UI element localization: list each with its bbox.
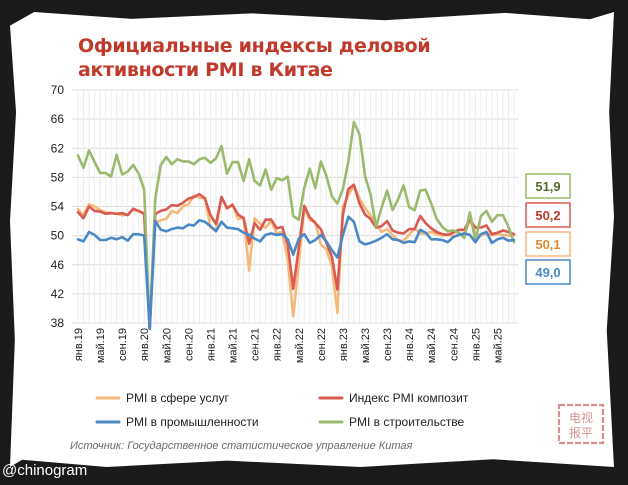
x-tick-label: янв.23 <box>338 328 350 361</box>
x-tick-label: янв.19 <box>73 328 85 361</box>
chart-title-line-1: Официальные индексы деловой <box>78 35 431 57</box>
x-tick-label: янв.20 <box>139 328 151 361</box>
legend-item: PMI в строительстве <box>318 415 465 429</box>
end-value-label: 50,2 <box>525 202 571 228</box>
y-tick-label: 38 <box>51 316 65 330</box>
x-tick-label: янв.21 <box>205 328 217 361</box>
y-tick-label: 66 <box>51 112 65 126</box>
x-tick-label: май.22 <box>294 328 306 363</box>
x-tick-label: май.24 <box>426 328 438 363</box>
x-tick-label: сен.24 <box>448 328 460 361</box>
end-value-label: 50,1 <box>525 231 571 257</box>
svg-text:电视: 电视 <box>569 410 593 425</box>
x-tick-label: янв.25 <box>470 328 482 361</box>
stamp-seal-icon: 电视 报平 <box>557 403 605 445</box>
end-value-label-text: 49,0 <box>535 265 560 280</box>
y-tick-label: 50 <box>51 229 65 243</box>
end-value-label: 49,0 <box>525 259 571 285</box>
y-tick-label: 42 <box>51 287 65 301</box>
chart-title-line-2: активности PMI в Китае <box>78 59 333 81</box>
y-tick-label: 70 <box>51 83 65 97</box>
end-value-label-box <box>525 173 571 199</box>
channel-handle: @chinogram <box>2 462 88 479</box>
x-tick-label: сен.19 <box>117 328 129 361</box>
end-value-labels: 51,9 50,2 50,1 49,0 <box>525 173 571 285</box>
x-tick-label: янв.24 <box>404 328 416 361</box>
end-value-label-text: 51,9 <box>535 179 560 194</box>
series-lines <box>76 120 516 331</box>
legend: PMI в сфере услуг Индекс PMI композит PMI … <box>95 391 469 429</box>
legend-label: PMI в сфере услуг <box>126 391 229 405</box>
x-tick-label: май.20 <box>161 328 173 363</box>
legend-label: PMI в промышленности <box>126 415 259 429</box>
x-tick-label: май.23 <box>360 328 372 363</box>
end-value-label-box <box>525 259 571 285</box>
legend-item: Индекс PMI композит <box>318 391 469 405</box>
end-value-label-box <box>525 231 571 257</box>
end-value-label-text: 50,1 <box>535 237 560 252</box>
legend-item: PMI в сфере услуг <box>95 391 229 405</box>
source-note: Источник: Государственное статистическое… <box>70 440 413 452</box>
x-tick-label: сен.22 <box>316 328 328 361</box>
chart-title: Официальные индексы деловой активности P… <box>78 34 431 82</box>
y-tick-label: 46 <box>51 258 65 272</box>
legend-label: Индекс PMI композит <box>349 391 469 405</box>
end-value-label-box <box>525 202 571 228</box>
x-tick-label: май.25 <box>492 328 504 363</box>
x-tick-label: сен.23 <box>382 328 394 361</box>
x-tick-label: май.19 <box>95 328 107 363</box>
series-line-2 <box>76 215 516 331</box>
x-tick-label: янв.22 <box>272 328 284 361</box>
x-tick-label: сен.21 <box>250 328 262 361</box>
legend-item: PMI в промышленности <box>95 415 259 429</box>
y-axis-tick-labels: 38 42 46 50 54 58 62 66 70 <box>51 83 65 330</box>
x-tick-label: сен.20 <box>183 328 195 361</box>
x-tick-label: май.21 <box>228 328 240 363</box>
y-tick-label: 62 <box>51 141 65 155</box>
x-axis-tick-labels: янв.19 май.19 сен.19 янв.20 май.20 сен.20 янв.… <box>73 328 504 363</box>
y-tick-label: 58 <box>51 170 65 184</box>
end-value-label: 51,9 <box>525 173 571 199</box>
legend-label: PMI в строительстве <box>349 415 465 429</box>
grid-lines <box>72 89 518 324</box>
y-tick-label: 54 <box>51 200 65 214</box>
end-value-label-text: 50,2 <box>535 208 560 223</box>
svg-text:报平: 报平 <box>569 425 593 440</box>
